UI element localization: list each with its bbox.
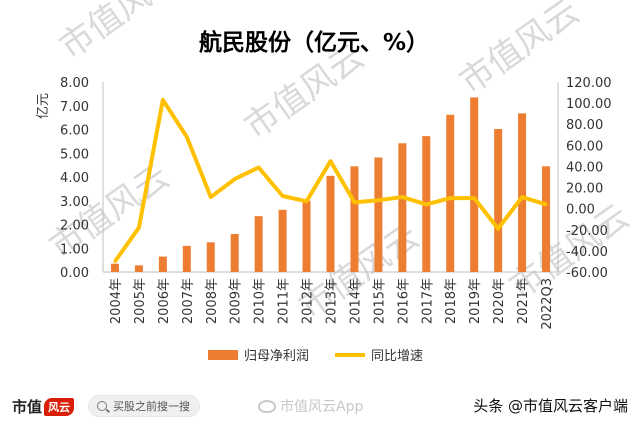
x-tick-label: 2019年 [468, 278, 483, 324]
x-tick-label: 2012年 [301, 278, 316, 324]
line-point [281, 194, 285, 198]
bar [182, 245, 191, 272]
line-point [137, 226, 141, 230]
line-point [496, 227, 500, 231]
line-point [352, 200, 356, 204]
line-point [400, 195, 404, 199]
x-tick-label: 2016年 [396, 278, 411, 324]
chart-title: 航民股份（亿元、%） [199, 29, 429, 56]
x-tick-label: 2004年 [109, 278, 124, 324]
footer-bar: 市值 风云 买股之前搜一搜 市值风云App 头条 @市值风云客户端 [0, 388, 640, 424]
legend-label-line: 同比增速 [371, 349, 423, 364]
x-tick-label: 2008年 [205, 278, 220, 324]
x-tick-label: 2011年 [277, 278, 292, 324]
y-tick-label-right: 40.00 [566, 160, 603, 175]
search-icon [97, 401, 107, 411]
x-tick-label: 2014年 [348, 278, 363, 324]
footer-weibo-text: 市值风云App [280, 399, 364, 415]
x-tick-labels: 2004年 2005年 2006年 2007年 2008年 2009年 2010年 2011年… [109, 278, 555, 330]
bar [230, 234, 239, 272]
line-point [305, 199, 309, 203]
footer-toutiao: 头条 @市值风云客户端 [473, 395, 628, 416]
x-tick-label: 2015年 [372, 278, 387, 324]
bar [470, 97, 479, 272]
line-point [257, 166, 261, 169]
y-tick-label-left: 1.00 [60, 242, 89, 257]
bar [134, 265, 143, 272]
bar [542, 166, 551, 272]
line-point [329, 159, 332, 163]
y-tick-label-left: 3.00 [60, 195, 89, 210]
legend: 归母净利润 同比增速 [208, 349, 423, 364]
y-tick-label-right: 120.00 [566, 76, 612, 91]
y-axis-label-left: 亿元 [36, 93, 51, 119]
bar [446, 114, 455, 273]
footer-weibo: 市值风云App [258, 396, 363, 416]
line-point [233, 177, 237, 181]
x-tick-label: 2018年 [444, 278, 459, 324]
y-tick-label-left: 4.00 [60, 171, 89, 186]
footer-logo-text: 市值 [12, 398, 43, 416]
y-tick-label-right: -20.00 [566, 224, 608, 239]
bar [518, 113, 527, 272]
y-tick-label-left: 6.00 [60, 124, 89, 139]
bar [374, 157, 383, 272]
bar [278, 209, 287, 272]
x-tick-label: 2022Q3 [540, 278, 555, 330]
x-tick-label: 2020年 [492, 278, 507, 324]
line-point [544, 202, 548, 206]
bar [110, 263, 119, 272]
line-point [209, 195, 213, 199]
footer-logo-mark: 风云 [44, 398, 75, 416]
y-tick-label-right: 60.00 [566, 139, 603, 154]
line-point [448, 196, 452, 200]
weibo-icon [258, 400, 276, 413]
line-point [472, 196, 476, 200]
line-point [113, 259, 117, 263]
x-tick-label: 2021年 [516, 278, 531, 324]
bar [254, 216, 263, 272]
bar [494, 129, 503, 272]
bar [350, 166, 359, 272]
x-tick-label: 2010年 [253, 278, 268, 324]
bar [326, 175, 335, 272]
y-tick-label-right: 100.00 [566, 97, 612, 112]
line-point [185, 135, 189, 139]
x-tick-label: 2007年 [181, 278, 196, 324]
y-tick-label-right: -60.00 [566, 266, 608, 281]
line-point [376, 198, 380, 202]
y-tick-label-left: 0.00 [60, 266, 89, 281]
y-tick-label-right: -40.00 [566, 245, 608, 260]
bar [302, 200, 311, 272]
line-point [520, 195, 524, 199]
x-tick-label: 2013年 [325, 278, 340, 324]
footer-toutiao-text: 头条 @市值风云客户端 [473, 397, 628, 415]
footer-logo: 市值 风云 [12, 396, 75, 417]
y-tick-label-left: 5.00 [60, 147, 89, 162]
bar [206, 242, 215, 272]
footer-search-box[interactable]: 买股之前搜一搜 [88, 395, 200, 417]
footer-search-text: 买股之前搜一搜 [113, 400, 190, 413]
y-tick-label-left: 8.00 [60, 76, 89, 91]
bar [158, 256, 167, 272]
y-tick-label-right: 80.00 [566, 118, 603, 133]
line-point [424, 202, 428, 206]
y-tick-label-left: 2.00 [60, 219, 89, 234]
bar [398, 143, 407, 272]
x-tick-label: 2006年 [157, 278, 172, 324]
line-series [113, 97, 548, 263]
line-point [161, 98, 165, 102]
legend-swatch-bar [208, 350, 238, 360]
y-tick-label-right: 20.00 [566, 182, 603, 197]
y-tick-label-left: 7.00 [60, 100, 89, 115]
x-tick-label: 2017年 [420, 278, 435, 324]
x-tick-label: 2009年 [229, 278, 244, 324]
x-tick-label: 2005年 [133, 278, 148, 324]
watermark-text: 市值风云 [52, 0, 186, 67]
y-tick-label-right: 0.00 [566, 203, 595, 218]
axes-layer: 0.00 1.00 2.00 3.00 4.00 5.00 6.00 7.00 8.00 -60.… [60, 76, 611, 281]
legend-label-bar: 归母净利润 [244, 349, 309, 364]
